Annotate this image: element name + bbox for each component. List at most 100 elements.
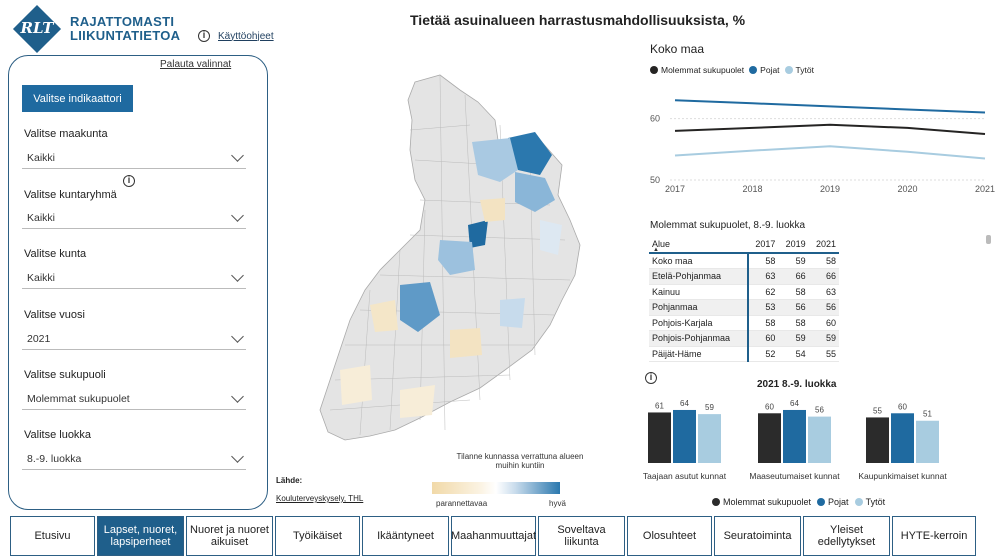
map-legend-gradient [432,482,560,494]
help-link[interactable]: i Käyttöohjeet [198,30,274,42]
bar [698,414,721,463]
bar [866,417,889,463]
table-cell-area: Päijät-Häme [649,346,749,362]
bar [916,420,939,463]
map-legend-low: parannettavaa [436,499,488,508]
table-row[interactable]: Koko maa 58 59 58 [649,253,839,269]
group-label: Valitse kuntaryhmä [24,189,117,201]
nav-tab-nuoret-ja-nuoret-aikuiset[interactable]: Nuoret ja nuoret aikuiset [186,516,273,556]
source-link[interactable]: Kouluterveyskysely, THL [276,494,364,503]
table-row[interactable]: Etelä-Pohjanmaa 63 66 66 [649,268,839,285]
map-region-dark [468,220,488,248]
info-icon[interactable]: i [123,175,135,187]
table-cell-value: 59 [778,253,809,269]
map-region-tan [340,365,372,405]
legend-item-both[interactable]: Molemmat sukupuolet [650,65,744,75]
legend-item-girls[interactable]: Tytöt [784,65,814,75]
map-region-mid [438,240,475,275]
x-tick-label: 2017 [665,184,685,194]
grade-select[interactable]: 8.-9. luokka [22,448,246,470]
table-row[interactable]: Kainuu 62 58 63 [649,284,839,300]
data-table[interactable]: Alue ▲ 2017 2019 2021 Koko maa 58 59 58 Etelä… [649,235,839,362]
legend-item-girls[interactable]: Tytöt [854,497,885,507]
map-region-tan [370,300,398,332]
category-label: Taajaan asutut kunnat [643,471,727,481]
nav-tab-seuratoiminta[interactable]: Seuratoiminta [714,516,801,556]
grade-label: Valitse luokka [24,429,92,441]
nav-tab-etusivu[interactable]: Etusivu [10,516,95,556]
bottom-navigation: Etusivu Lapset, nuoret, lapsiperheet Nuore… [10,516,990,556]
bar [648,412,671,463]
table-cell-area: Pohjanmaa [649,299,749,316]
data-label: 61 [655,401,664,410]
year-select[interactable]: 2021 [22,328,246,350]
info-icon[interactable]: i [645,372,657,384]
map-region-light [472,138,518,182]
table-row[interactable]: Päijät-Häme 52 54 55 [649,346,839,362]
logo-line1: RAJATTOMASTI [70,14,175,29]
gender-label: Valitse sukupuoli [24,369,106,381]
y-tick-label: 50 [650,175,660,185]
bar-chart-title: 2021 8.-9. luokka [757,379,837,390]
nav-tab-maahanmuuttajat[interactable]: Maahanmuuttajat [451,516,536,556]
nav-tab-ikääntyneet[interactable]: Ikääntyneet [362,516,449,556]
line-chart[interactable]: 50 60 2017 2018 2019 2020 2021 [640,80,995,195]
region-label: Valitse maakunta [24,128,108,140]
table-cell-value: 63 [747,268,779,285]
nav-tab-yleiset-edellytykset[interactable]: Yleiset edellytykset [803,516,890,556]
nav-tab-lapset-nuoret-lapsiperheet[interactable]: Lapset, nuoret, lapsiperheet [97,516,184,556]
chevron-down-icon [231,209,244,222]
map-highlights [340,132,562,418]
legend-item-boys[interactable]: Pojat [749,65,780,75]
reset-filters-link[interactable]: Palauta valinnat [160,59,232,70]
legend-item-both[interactable]: Molemmat sukupuolet [712,497,811,507]
column-header-area[interactable]: Alue ▲ [649,235,749,254]
legend-item-boys[interactable]: Pojat [817,497,849,507]
column-header-2021[interactable]: 2021 [808,235,839,254]
series-line [674,123,986,135]
region-select[interactable]: Kaikki [22,147,246,169]
table-title: Molemmat sukupuolet, 8.-9. luokka [650,220,806,231]
map-region-tan [400,385,435,418]
table-row[interactable]: Pohjois-Pohjanmaa 60 59 59 [649,330,839,347]
table-row[interactable]: Pohjanmaa 53 56 56 [649,299,839,316]
municipality-label: Valitse kunta [24,248,87,260]
chevron-down-icon [231,450,244,463]
column-header-2017[interactable]: 2017 [748,235,779,254]
table-cell-area: Koko maa [649,253,749,269]
map-region-tan [450,328,482,358]
gender-select[interactable]: Molemmat sukupuolet [22,388,246,410]
data-label: 64 [790,399,799,408]
line-chart-legend: Molemmat sukupuolet Pojat Tytöt [650,65,819,75]
data-label: 64 [680,399,689,408]
table-cell-value: 58 [747,315,779,331]
municipality-select[interactable]: Kaikki [22,267,246,289]
data-label: 60 [765,402,774,411]
column-header-2019[interactable]: 2019 [778,235,809,254]
chevron-down-icon [231,330,244,343]
logo-emblem: RLT [12,4,62,54]
help-label: Käyttöohjeet [218,30,274,42]
table-row[interactable]: Pohjois-Karjala 58 58 60 [649,315,839,331]
select-indicator-button[interactable]: Valitse indikaattori [22,85,133,112]
map-region-dark [508,132,552,175]
sort-icon: ▲ [653,247,659,253]
table-cell-value: 58 [778,284,809,300]
table-cell-value: 58 [808,253,839,269]
nav-tab-työikäiset[interactable]: Työikäiset [275,516,360,556]
bar-chart[interactable]: 61 64 59 Taajaan asutut kunnat 60 64 56 Maaseut… [640,395,980,490]
nav-tab-soveltava-liikunta[interactable]: Soveltava liikunta [538,516,625,556]
group-select[interactable]: Kaikki [22,207,246,229]
x-tick-label: 2021 [975,184,995,194]
map-legend-title: Tilanne kunnassa verrattuna alueen muihi… [456,452,584,470]
table-scrollbar[interactable] [986,235,991,244]
series-line [674,99,986,114]
filter-panel [8,55,268,510]
info-icon: i [198,30,210,42]
bar [783,409,806,463]
finland-municipality-map[interactable] [300,70,600,460]
table-cell-value: 58 [778,315,809,331]
table-cell-value: 66 [778,268,809,285]
nav-tab-olosuhteet[interactable]: Olosuhteet [627,516,712,556]
nav-tab-hyte-kerroin[interactable]: HYTE-kerroin [892,516,976,556]
